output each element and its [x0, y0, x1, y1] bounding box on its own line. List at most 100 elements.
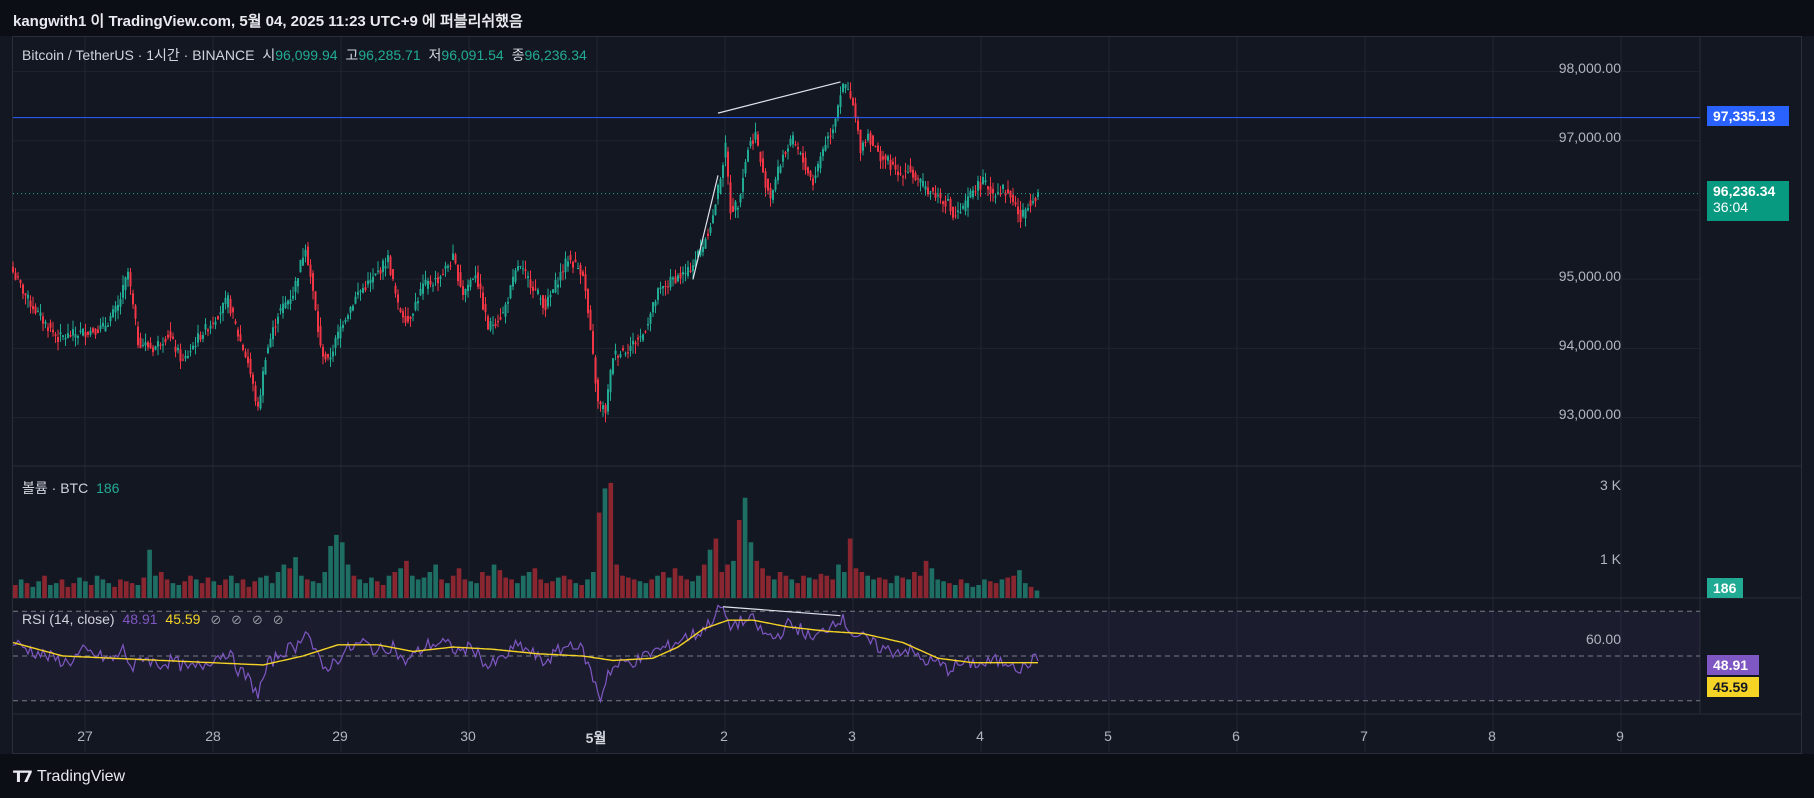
candle-body	[872, 135, 874, 146]
volume-bar	[439, 579, 444, 598]
candle-body	[942, 201, 944, 205]
candle-body	[199, 334, 202, 340]
rsi-title[interactable]: RSI (14, close)	[22, 611, 115, 627]
candle-body	[207, 329, 209, 332]
candle-body	[309, 264, 312, 277]
candle-body	[329, 357, 332, 360]
candle-body	[1029, 200, 1032, 207]
candle-body	[602, 405, 604, 410]
trendline-annotation	[717, 81, 841, 114]
candle-body	[467, 284, 469, 292]
volume-bar	[293, 557, 298, 598]
candle-body	[19, 280, 22, 283]
volume-bar	[947, 583, 952, 598]
candle-body	[529, 279, 532, 288]
volume-bar	[211, 581, 217, 598]
rsi-legend[interactable]: RSI (14, close) 48.91 45.59 ⊘ ⊘ ⊘ ⊘	[22, 611, 284, 628]
volume-bar	[480, 572, 485, 598]
volume-bar	[643, 583, 649, 598]
countdown: 36:04	[1713, 199, 1749, 215]
x-axis-label: 5월	[585, 730, 607, 746]
volume-legend[interactable]: 볼륨 · BTC 186	[22, 478, 119, 498]
candle-body	[32, 306, 34, 310]
volume-bar	[777, 572, 783, 598]
candle-body	[197, 333, 199, 343]
candle-body	[959, 212, 962, 214]
hide-icon[interactable]: ⊘	[231, 612, 243, 627]
volume-bar	[882, 579, 888, 598]
candle-body	[129, 272, 132, 287]
trendline-annotation	[692, 175, 719, 280]
candle-body	[242, 344, 244, 351]
candle-body	[352, 305, 354, 311]
candle-body	[407, 315, 409, 322]
x-axis-label: 5	[1104, 728, 1112, 744]
candle-body	[212, 322, 214, 324]
candle-body	[827, 136, 829, 139]
candle-body	[1027, 208, 1029, 211]
candle-body	[79, 330, 82, 333]
symbol-title[interactable]: Bitcoin / TetherUS · 1시간 · BINANCE	[22, 47, 255, 63]
price-axis-label: 94,000.00	[1558, 337, 1621, 353]
candle-body	[819, 156, 822, 169]
candle-body	[809, 171, 812, 177]
symbol-legend[interactable]: Bitcoin / TetherUS · 1시간 · BINANCE 시 96,0…	[22, 45, 587, 65]
candle-body	[982, 176, 984, 184]
volume-title[interactable]: 볼륨 · BTC	[22, 480, 89, 496]
candle-body	[209, 325, 212, 329]
candle-body	[327, 353, 329, 358]
x-axis-label: 27	[77, 728, 93, 744]
volume-bar	[824, 575, 830, 598]
candle-body	[949, 198, 952, 212]
volume-bar	[952, 585, 958, 598]
tradingview-logo[interactable]: T7 TradingView	[13, 767, 125, 786]
volume-bar	[345, 564, 351, 598]
candle-body	[902, 176, 904, 178]
volume-bar	[935, 579, 941, 598]
hide-icon[interactable]: ⊘	[210, 612, 222, 627]
candle-body	[732, 206, 734, 213]
candle-body	[497, 320, 499, 323]
candle-body	[659, 287, 662, 290]
high-value: 96,285.71	[358, 47, 421, 63]
rsi-tag: 48.91	[1707, 655, 1759, 675]
candle-body	[367, 280, 369, 285]
volume-bar	[631, 579, 637, 598]
candle-body	[899, 173, 902, 175]
candle-body	[777, 166, 779, 181]
candle-body	[852, 98, 854, 105]
low-value: 96,091.54	[441, 47, 504, 63]
candle-body	[167, 334, 169, 338]
candle-body	[459, 271, 462, 287]
candle-body	[882, 156, 884, 160]
volume-bar	[182, 581, 187, 598]
candle-body	[307, 246, 309, 265]
chart-frame[interactable]	[12, 36, 1802, 754]
candle-body	[202, 335, 204, 339]
candle-body	[722, 165, 724, 178]
volume-bar	[223, 579, 228, 598]
open-key: 시	[262, 47, 276, 63]
candle-body	[727, 151, 729, 177]
candle-body	[574, 259, 577, 262]
candle-body	[194, 345, 197, 348]
volume-bar	[193, 579, 199, 598]
candle-body	[314, 291, 317, 310]
candle-body	[512, 276, 514, 287]
volume-bar	[316, 583, 322, 598]
candle-body	[987, 186, 989, 190]
volume-bar	[13, 585, 18, 598]
volume-bar	[462, 579, 468, 598]
candle-body	[339, 326, 342, 339]
volume-bar	[258, 577, 263, 598]
candle-body	[454, 254, 457, 264]
candle-body	[834, 118, 837, 127]
trendline-annotation	[722, 606, 841, 617]
candle-body	[334, 337, 337, 348]
hide-icon[interactable]: ⊘	[272, 612, 284, 627]
volume-bar	[456, 568, 462, 598]
volume-bar	[1034, 590, 1040, 598]
x-axis-label: 30	[460, 728, 476, 744]
hide-icon[interactable]: ⊘	[251, 612, 263, 627]
